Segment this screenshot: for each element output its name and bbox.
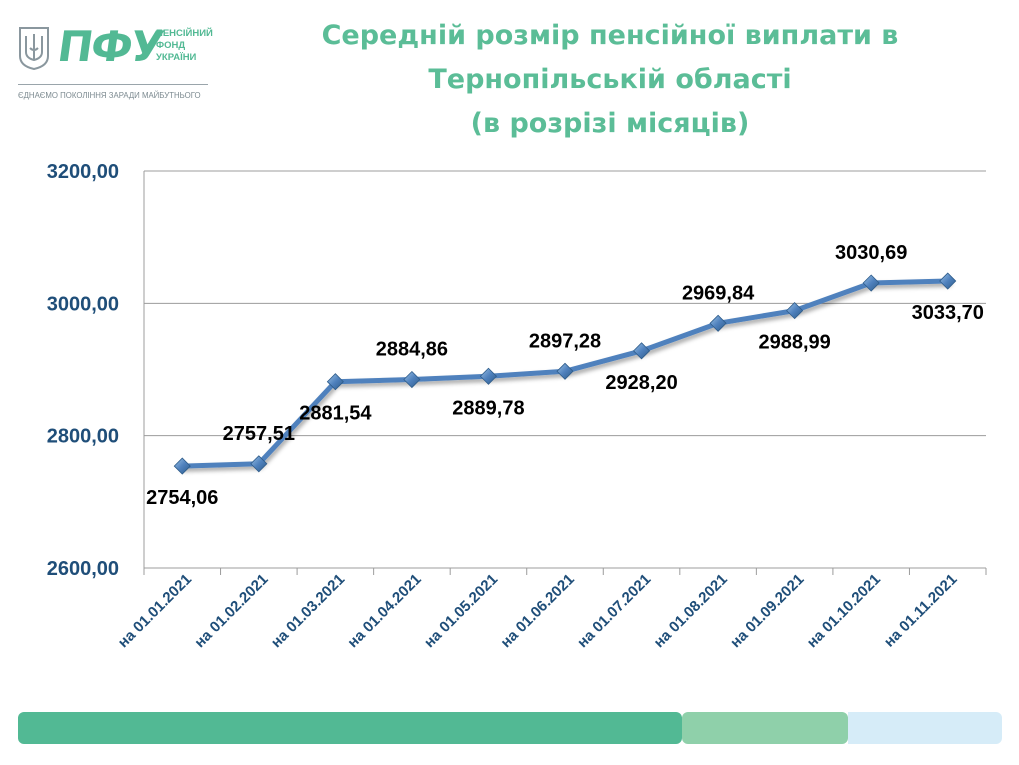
data-point-marker	[479, 367, 498, 385]
x-tick-label: на 01.10.2021	[804, 571, 884, 651]
data-label: 3033,70	[912, 302, 984, 324]
data-point-marker	[939, 272, 957, 290]
chart-title-line: Середній розмір пенсійної виплати в	[321, 20, 899, 51]
data-label: 2889,78	[452, 397, 524, 419]
data-label: 2969,84	[682, 282, 755, 304]
logo-slogan: ЄДНАЄМО ПОКОЛІННЯ ЗАРАДИ МАЙБУТНЬОГО	[18, 90, 201, 100]
x-tick-label: на 01.02.2021	[191, 571, 271, 651]
trident-coat-of-arms-icon	[19, 27, 49, 70]
y-tick-label: 3000,00	[47, 293, 119, 315]
chart-title-line: (в розрізі місяців)	[470, 108, 750, 139]
footer-bar	[18, 712, 682, 744]
x-tick-label: на 01.11.2021	[881, 571, 961, 651]
x-tick-label: на 01.03.2021	[268, 571, 348, 651]
y-tick-label: 2800,00	[47, 426, 119, 448]
data-point-marker	[862, 274, 880, 292]
logo-name: ПЕНСІЙНИЙ ФОНД УКРАЇНИ	[156, 28, 226, 64]
footer-bar	[682, 712, 848, 744]
x-tick-label: на 01.01.2021	[115, 571, 195, 651]
data-label: 3030,69	[835, 242, 907, 264]
data-label: 2754,06	[146, 487, 218, 509]
x-tick-label: на 01.08.2021	[651, 571, 731, 651]
footer-bar	[848, 712, 1002, 744]
logo-name-line: ФОНД	[156, 40, 186, 51]
data-label: 2757,51	[223, 423, 295, 445]
data-label: 2897,28	[529, 330, 601, 352]
data-point-marker	[326, 373, 344, 391]
data-point-marker	[632, 342, 651, 360]
data-point-marker	[173, 457, 191, 475]
y-tick-label: 2600,00	[47, 558, 119, 580]
data-point-marker	[786, 302, 804, 320]
data-label: 2988,99	[758, 332, 830, 354]
data-point-marker	[556, 362, 574, 380]
x-tick-label: на 01.04.2021	[344, 571, 424, 651]
gridlines	[144, 170, 986, 437]
data-label: 2928,20	[605, 372, 677, 394]
x-tick-label: на 01.07.2021	[574, 571, 654, 651]
data-point-marker	[709, 314, 727, 332]
series	[173, 272, 957, 475]
data-label: 2881,54	[299, 403, 372, 425]
logo-divider	[18, 84, 208, 85]
chart-title: Середній розмір пенсійної виплати в Терн…	[240, 14, 980, 146]
data-label: 2884,86	[376, 339, 448, 361]
logo-name-line: ПЕНСІЙНИЙ	[156, 28, 213, 39]
footer-decoration	[0, 712, 1019, 744]
data-point-marker	[250, 455, 268, 473]
y-tick-label: 3200,00	[47, 161, 119, 183]
pfu-logo: ПФУ ПЕНСІЙНИЙ ФОНД УКРАЇНИ ЄДНАЄМО ПОКОЛ…	[18, 22, 218, 106]
x-tick-label: на 01.09.2021	[727, 571, 807, 651]
data-point-marker	[403, 370, 421, 389]
logo-name-line: УКРАЇНИ	[156, 52, 197, 63]
chart-title-line: Тернопільській області	[428, 64, 792, 95]
x-tick-label: на 01.06.2021	[497, 571, 577, 651]
line-chart: 2600,00 2800,00 3000,00 3200,00 на 01.01.202…	[47, 161, 987, 651]
x-tick-label: на 01.05.2021	[421, 571, 501, 651]
